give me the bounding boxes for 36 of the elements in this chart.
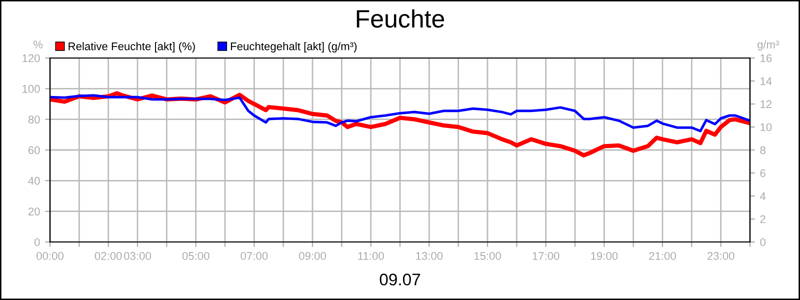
x-tick-label: 17:00 xyxy=(532,252,560,260)
y-tick-label: 60 xyxy=(28,146,40,154)
x-tick-label: 05:00 xyxy=(182,252,210,260)
x-tick-label: 13:00 xyxy=(416,252,443,260)
legend-label: Relative Feuchte [akt] (%) xyxy=(68,42,195,52)
y2-tick-label: 0 xyxy=(760,238,766,246)
line-series xyxy=(50,94,750,132)
x-tick-label: 15:00 xyxy=(474,252,501,260)
y2-tick-label: 14 xyxy=(760,77,772,86)
y-tick-label: 40 xyxy=(28,176,40,185)
legend-label: Feuchtegehalt [akt] (g/m³) xyxy=(230,42,357,52)
x-tick-label: 19:00 xyxy=(591,252,618,260)
x-tick-label: 02:00 xyxy=(94,252,122,260)
x-tick-label: 03:00 xyxy=(124,252,151,260)
y2-tick-label: 2 xyxy=(760,215,766,224)
y2-tick-label: 12 xyxy=(760,100,772,108)
y-axis-title: % xyxy=(34,40,43,48)
y2-tick-label: 10 xyxy=(760,123,772,132)
y-tick-label: 80 xyxy=(28,116,40,124)
y-tick-label: 0 xyxy=(34,238,40,246)
x-tick-label: 11:00 xyxy=(358,252,384,260)
x-axis-title: 09.07 xyxy=(380,274,420,286)
chart-title: Feuchte xyxy=(356,9,444,28)
y-tick-label: 120 xyxy=(22,54,40,62)
y-tick-label: 100 xyxy=(22,84,40,93)
y2-tick-label: 16 xyxy=(760,54,772,62)
x-tick-label: 07:00 xyxy=(240,252,268,260)
x-tick-label: 23:00 xyxy=(707,252,734,260)
x-tick-label: 09:00 xyxy=(299,252,326,260)
y2-tick-label: 6 xyxy=(760,169,766,178)
x-tick-label: 00:00 xyxy=(36,252,64,260)
y2-tick-label: 4 xyxy=(760,192,766,200)
y-tick-label: 20 xyxy=(28,208,40,216)
y2-axis-title: g/m³ xyxy=(757,40,780,51)
y2-tick-label: 8 xyxy=(760,146,766,154)
x-tick-label: 21:00 xyxy=(649,252,676,260)
